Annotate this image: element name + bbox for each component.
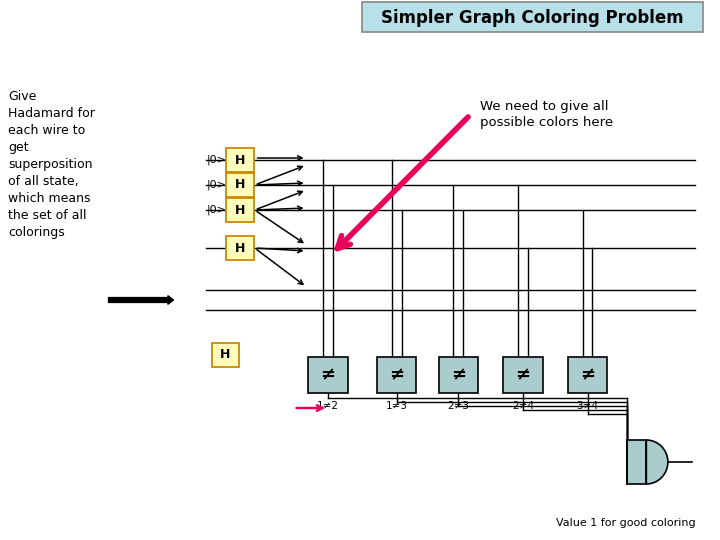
FancyBboxPatch shape — [226, 198, 253, 222]
Wedge shape — [647, 440, 668, 484]
FancyBboxPatch shape — [626, 440, 647, 484]
Text: H: H — [235, 241, 245, 254]
Text: H: H — [235, 179, 245, 192]
Text: ≠: ≠ — [516, 366, 531, 384]
Text: 2≠3: 2≠3 — [447, 401, 469, 411]
Text: Give
Hadamard for
each wire to
get
superposition
of all state,
which means
the s: Give Hadamard for each wire to get super… — [8, 90, 95, 239]
FancyBboxPatch shape — [212, 343, 239, 367]
Text: H: H — [220, 348, 230, 361]
Text: ≠: ≠ — [389, 366, 404, 384]
Text: Simpler Graph Coloring Problem: Simpler Graph Coloring Problem — [382, 9, 684, 27]
Text: |0>: |0> — [207, 180, 227, 190]
FancyBboxPatch shape — [377, 357, 416, 393]
FancyBboxPatch shape — [362, 2, 703, 32]
Text: H: H — [235, 153, 245, 166]
Text: We need to give all
possible colors here: We need to give all possible colors here — [480, 100, 613, 129]
Text: H: H — [235, 204, 245, 217]
FancyBboxPatch shape — [568, 357, 607, 393]
FancyBboxPatch shape — [308, 357, 348, 393]
FancyBboxPatch shape — [438, 357, 478, 393]
Text: ≠: ≠ — [320, 366, 336, 384]
Text: |0>: |0> — [207, 205, 227, 215]
Text: 1≠3: 1≠3 — [386, 401, 408, 411]
Text: 1≠2: 1≠2 — [317, 401, 339, 411]
Text: Value 1 for good coloring: Value 1 for good coloring — [556, 518, 696, 528]
FancyBboxPatch shape — [226, 236, 253, 260]
Text: ≠: ≠ — [451, 366, 466, 384]
Text: ≠: ≠ — [580, 366, 595, 384]
Text: 3≠4: 3≠4 — [577, 401, 598, 411]
Text: 2≠4: 2≠4 — [512, 401, 534, 411]
Text: |0>: |0> — [207, 155, 227, 165]
FancyBboxPatch shape — [226, 148, 253, 172]
FancyBboxPatch shape — [503, 357, 543, 393]
FancyBboxPatch shape — [226, 173, 253, 197]
